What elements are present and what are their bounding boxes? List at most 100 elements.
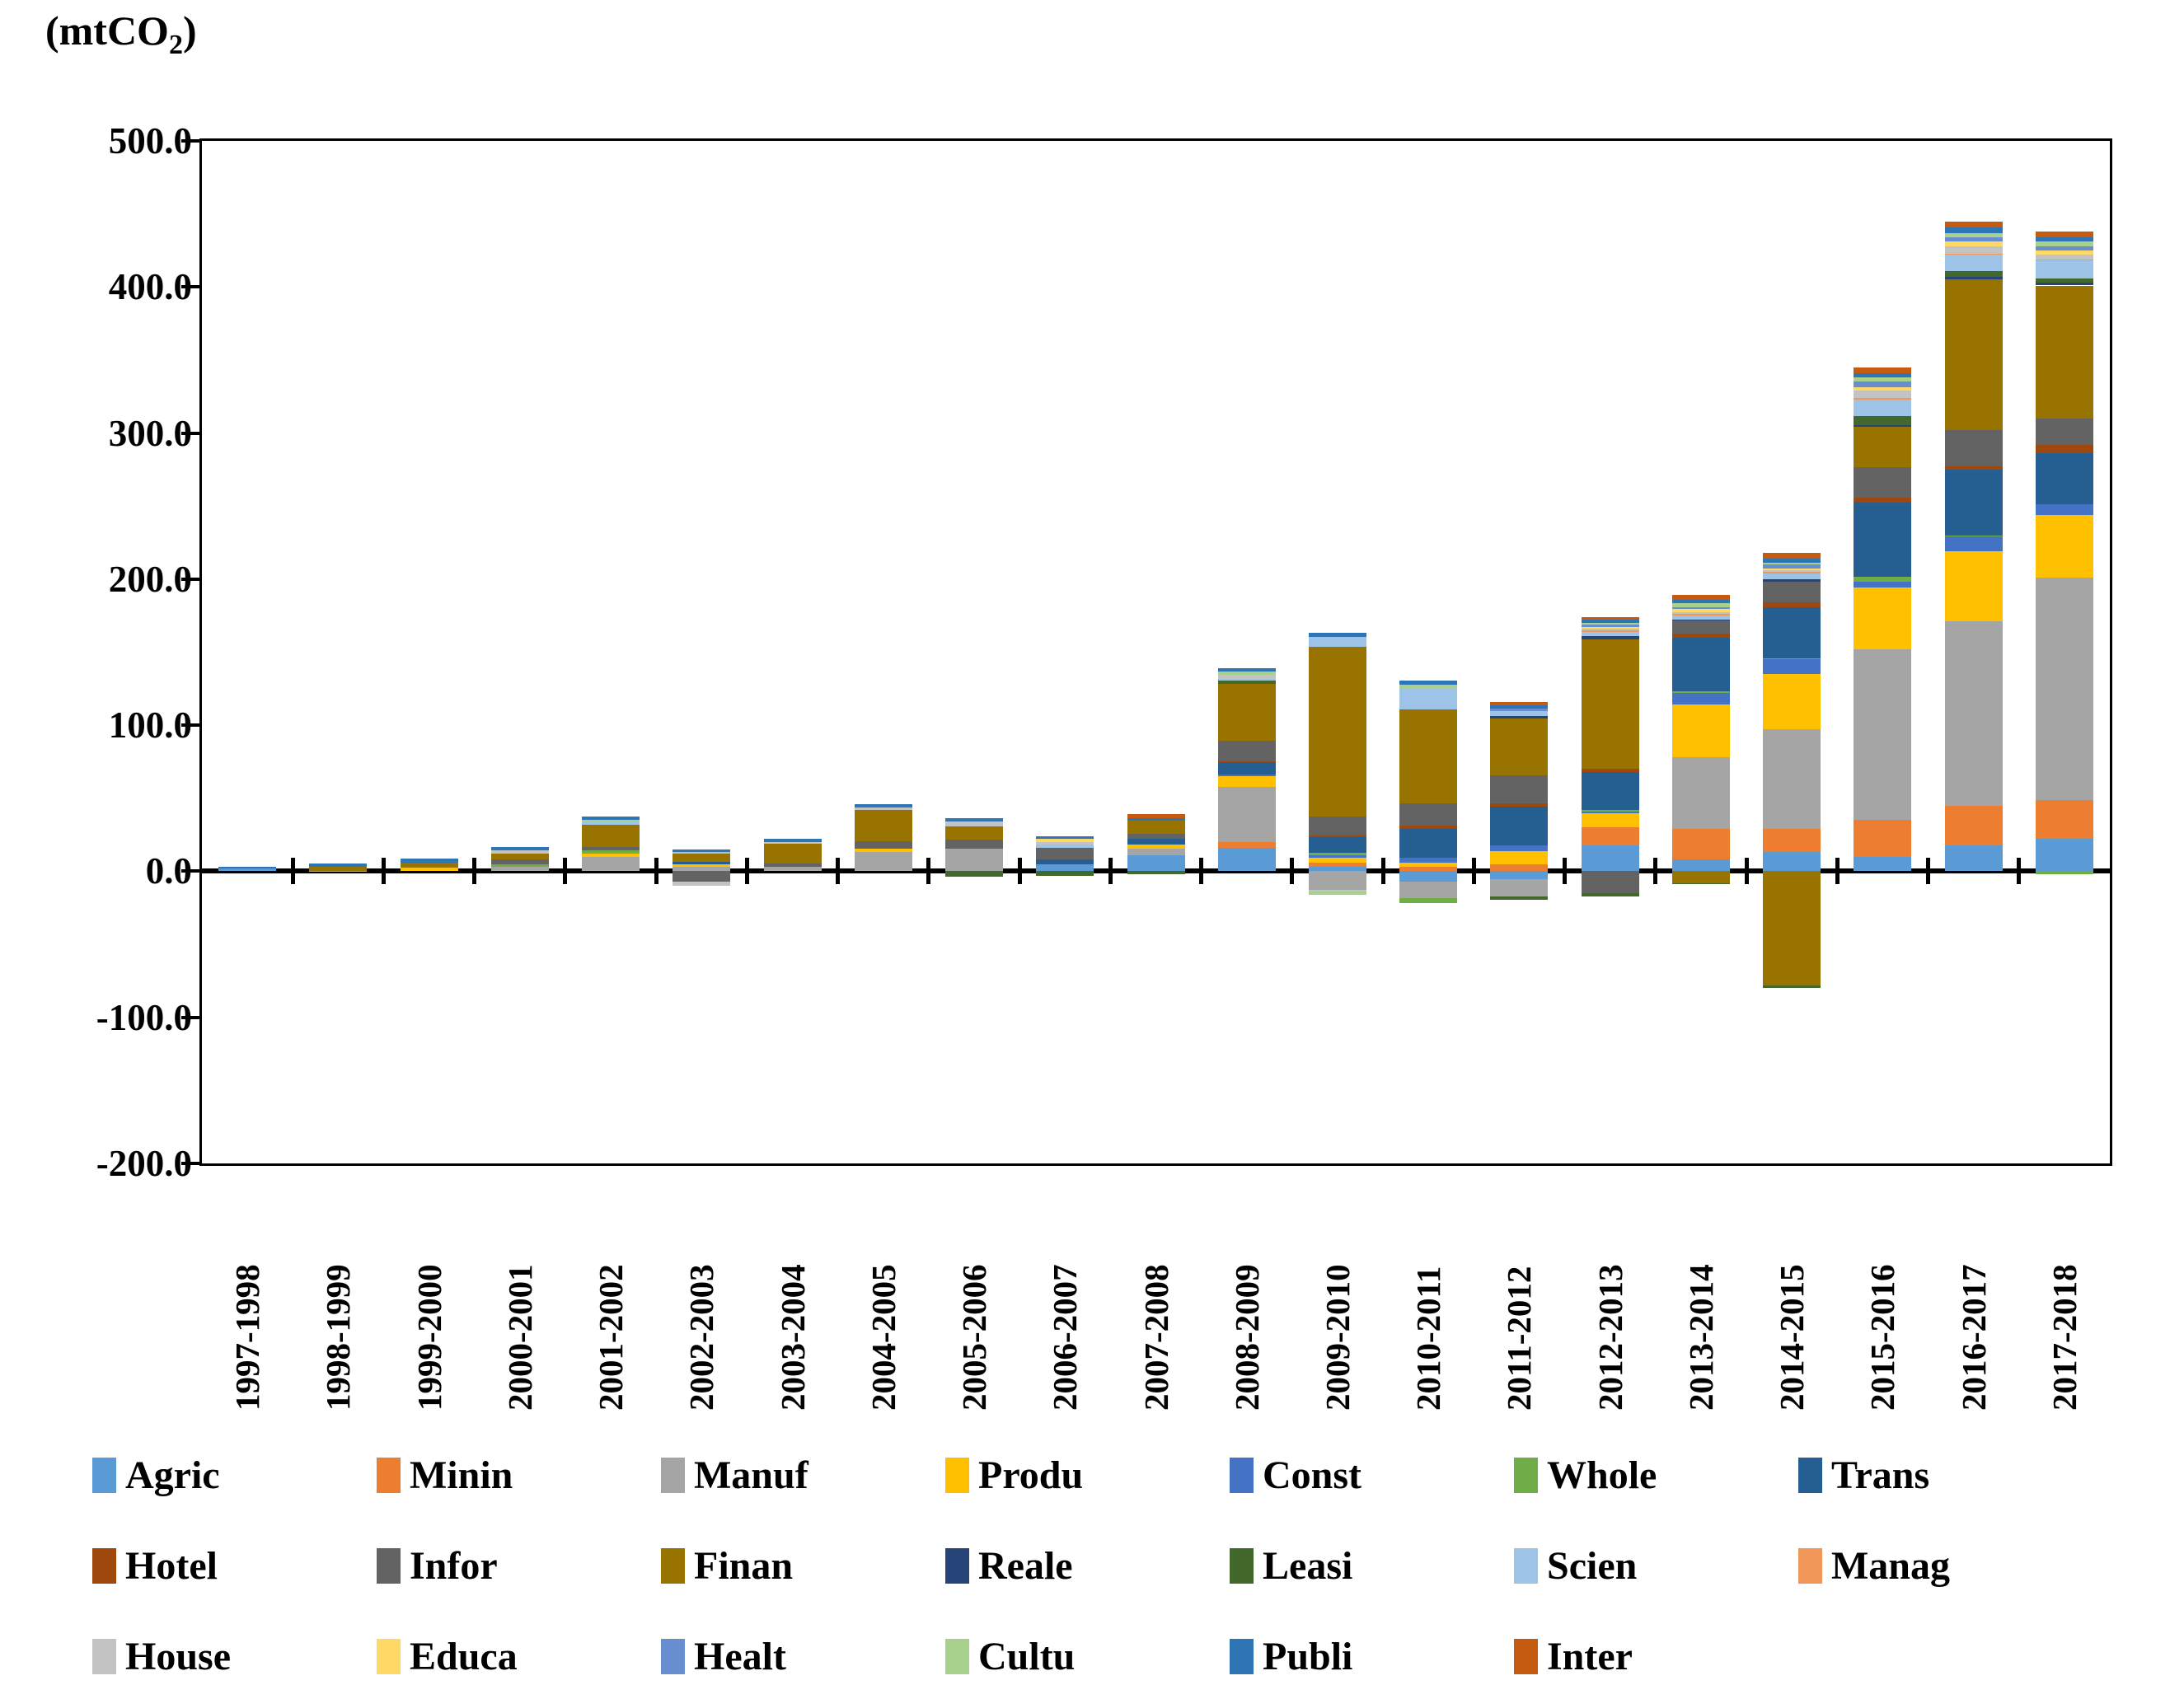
bar-segment-hotel-2012-2013[interactable] xyxy=(1581,769,1639,772)
bar-segment-agric-2016-2017[interactable] xyxy=(1944,845,2003,872)
bar-segment-publi-2002-2003[interactable] xyxy=(673,849,731,853)
bar-segment-house-2004-2005[interactable] xyxy=(854,807,912,810)
bar-segment-healt-2011-2012[interactable] xyxy=(1490,708,1549,712)
bar-segment-cultu-2014-2015[interactable] xyxy=(1763,563,1821,565)
bar-segment-trans-2013-2014[interactable] xyxy=(1671,637,1730,692)
bar-segment-whole-2017-2018[interactable] xyxy=(2035,871,2093,874)
bar-segment-produ-2011-2012[interactable] xyxy=(1490,851,1549,864)
bar-segment-finan-2009-2010[interactable] xyxy=(1308,647,1366,817)
bar-segment-const-2008-2009[interactable] xyxy=(1217,775,1276,777)
bar-segment-publi-2008-2009[interactable] xyxy=(1217,667,1276,672)
bar-segment-publi-2009-2010[interactable] xyxy=(1308,632,1366,637)
bar-segment-infor-2008-2009[interactable] xyxy=(1217,740,1276,761)
bar-segment-minin-2013-2014[interactable] xyxy=(1671,829,1730,860)
bar-segment-inter-2016-2017[interactable] xyxy=(1944,221,2003,227)
bar-segment-cultu-2016-2017[interactable] xyxy=(1944,232,2003,237)
bar-segment-manuf-2013-2014[interactable] xyxy=(1671,757,1730,829)
bar-segment-scien-2017-2018[interactable] xyxy=(2035,260,2093,278)
bar-segment-hotel-2008-2009[interactable] xyxy=(1217,761,1276,763)
bar-segment-cultu-2013-2014[interactable] xyxy=(1671,603,1730,607)
bar-segment-minin-2011-2012[interactable] xyxy=(1490,864,1549,872)
bar-segment-const-2014-2015[interactable] xyxy=(1763,659,1821,675)
legend-item-manuf[interactable]: Manuf xyxy=(661,1452,808,1498)
legend-item-manag[interactable]: Manag xyxy=(1798,1542,1950,1589)
bar-segment-trans-2011-2012[interactable] xyxy=(1490,806,1549,845)
bar-segment-minin-2015-2016[interactable] xyxy=(1854,820,1912,857)
bar-segment-inter-2014-2015[interactable] xyxy=(1763,552,1821,559)
bar-segment-leasi-2008-2009[interactable] xyxy=(1217,680,1276,684)
bar-segment-trans-2002-2003[interactable] xyxy=(673,861,731,865)
bar-segment-scien-2013-2014[interactable] xyxy=(1671,615,1730,620)
bar-segment-infor-2002-2003[interactable] xyxy=(673,871,731,882)
bar-segment-infor-2001-2002[interactable] xyxy=(582,846,640,851)
bar-segment-cultu-2012-2013[interactable] xyxy=(1581,623,1639,625)
bar-segment-produ-2012-2013[interactable] xyxy=(1581,812,1639,828)
bar-segment-produ-2014-2015[interactable] xyxy=(1763,674,1821,730)
bar-segment-infor-2009-2010[interactable] xyxy=(1308,816,1366,835)
bar-segment-infor-2003-2004[interactable] xyxy=(763,863,822,868)
bar-segment-finan-2005-2006[interactable] xyxy=(945,826,1004,840)
bar-segment-house-2006-2007[interactable] xyxy=(1036,841,1094,845)
bar-segment-publi-2007-2008[interactable] xyxy=(1127,817,1185,821)
bar-segment-publi-2004-2005[interactable] xyxy=(854,803,912,807)
bar-segment-produ-2002-2003[interactable] xyxy=(673,864,731,868)
bar-segment-leasi-2017-2018[interactable] xyxy=(2035,278,2093,283)
bar-segment-finan-2001-2002[interactable] xyxy=(582,825,640,847)
bar-segment-infor-2014-2015[interactable] xyxy=(1763,582,1821,603)
bar-segment-infor-2000-2001[interactable] xyxy=(490,859,549,865)
bar-segment-scien-2010-2011[interactable] xyxy=(1399,687,1458,709)
bar-segment-educa-2006-2007[interactable] xyxy=(1036,839,1094,842)
bar-segment-scien-2006-2007[interactable] xyxy=(1036,845,1094,849)
bar-segment-scien-2015-2016[interactable] xyxy=(1854,399,1912,417)
bar-segment-finan-2011-2012[interactable] xyxy=(1490,718,1549,776)
bar-segment-whole-2001-2002[interactable] xyxy=(582,850,640,854)
bar-segment-const-2017-2018[interactable] xyxy=(2035,504,2093,515)
bar-segment-scien-2014-2015[interactable] xyxy=(1763,573,1821,579)
bar-segment-agric-2013-2014[interactable] xyxy=(1671,859,1730,872)
bar-segment-const-2016-2017[interactable] xyxy=(1944,536,2003,552)
bar-segment-finan-1998-1999[interactable] xyxy=(309,866,368,871)
bar-segment-finan-2017-2018[interactable] xyxy=(2035,285,2093,419)
bar-segment-finan-2013-2014[interactable] xyxy=(1671,871,1730,883)
bar-segment-healt-2012-2013[interactable] xyxy=(1581,624,1639,628)
bar-segment-agric-1997-1998[interactable] xyxy=(218,868,277,872)
bar-segment-const-2010-2011[interactable] xyxy=(1399,858,1458,863)
bar-segment-publi-2001-2002[interactable] xyxy=(582,816,640,821)
legend-item-cultu[interactable]: Cultu xyxy=(945,1633,1075,1679)
bar-segment-manuf-1998-1999[interactable] xyxy=(309,870,368,872)
bar-segment-inter-2007-2008[interactable] xyxy=(1127,813,1185,818)
bar-segment-hotel-2009-2010[interactable] xyxy=(1308,835,1366,837)
bar-segment-manag-2017-2018[interactable] xyxy=(2035,259,2093,261)
bar-segment-produ-2016-2017[interactable] xyxy=(1944,551,2003,622)
bar-segment-leasi-2012-2013[interactable] xyxy=(1581,893,1639,896)
bar-segment-inter-2011-2012[interactable] xyxy=(1490,701,1549,706)
bar-segment-finan-2016-2017[interactable] xyxy=(1944,279,2003,430)
bar-segment-healt-2017-2018[interactable] xyxy=(2035,246,2093,250)
bar-segment-leasi-2015-2016[interactable] xyxy=(1854,416,1912,425)
bar-segment-infor-2017-2018[interactable] xyxy=(2035,418,2093,445)
bar-segment-scien-2009-2010[interactable] xyxy=(1308,636,1366,648)
bar-segment-educa-2012-2013[interactable] xyxy=(1581,627,1639,630)
legend-item-finan[interactable]: Finan xyxy=(661,1542,793,1589)
bar-segment-publi-2006-2007[interactable] xyxy=(1036,835,1094,840)
bar-segment-agric-2012-2013[interactable] xyxy=(1581,845,1639,872)
bar-segment-infor-2016-2017[interactable] xyxy=(1944,430,2003,467)
bar-segment-manuf-2014-2015[interactable] xyxy=(1763,729,1821,829)
bar-segment-house-2014-2015[interactable] xyxy=(1763,570,1821,572)
bar-segment-educa-2016-2017[interactable] xyxy=(1944,241,2003,246)
bar-segment-house-2017-2018[interactable] xyxy=(2035,255,2093,260)
bar-segment-manuf-2000-2001[interactable] xyxy=(490,867,549,872)
legend-item-minin[interactable]: Minin xyxy=(377,1452,513,1498)
bar-segment-infor-2005-2006[interactable] xyxy=(945,839,1004,849)
bar-segment-produ-2015-2016[interactable] xyxy=(1854,587,1912,649)
bar-segment-trans-2008-2009[interactable] xyxy=(1217,762,1276,775)
legend-item-whole[interactable]: Whole xyxy=(1514,1452,1657,1498)
bar-segment-produ-2007-2008[interactable] xyxy=(1127,844,1185,850)
bar-segment-infor-2015-2016[interactable] xyxy=(1854,467,1912,498)
legend-item-const[interactable]: Const xyxy=(1230,1452,1361,1498)
bar-segment-trans-2007-2008[interactable] xyxy=(1127,839,1185,845)
bar-segment-agric-2008-2009[interactable] xyxy=(1217,848,1276,872)
bar-segment-manuf-2017-2018[interactable] xyxy=(2035,578,2093,800)
bar-segment-manag-2013-2014[interactable] xyxy=(1671,614,1730,616)
bar-segment-minin-2010-2011[interactable] xyxy=(1399,867,1458,872)
